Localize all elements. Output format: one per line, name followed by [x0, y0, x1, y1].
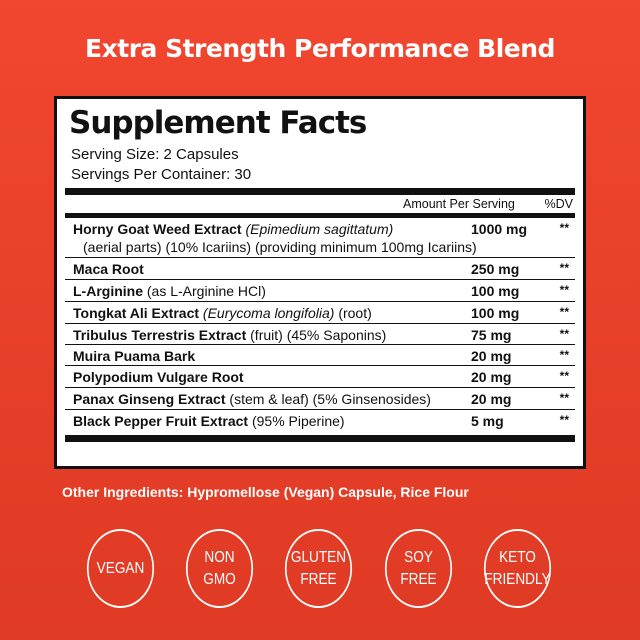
ingredient-row: Polypodium Vulgare Root 20 mg ** — [65, 366, 575, 388]
ingredient-name: Maca Root — [73, 261, 144, 277]
ingredient-row: Muira Puama Bark 20 mg ** — [65, 345, 575, 366]
divider-thick — [65, 435, 575, 442]
daily-value: ** — [559, 283, 569, 297]
ingredient-name: L-Arginine (as L-Arginine HCl) — [73, 283, 266, 299]
ingredient-row: Tongkat Ali Extract (Eurycoma longifolia… — [65, 302, 575, 324]
ingredient-name: Panax Ginseng Extract (stem & leaf) (5% … — [73, 391, 431, 407]
panel-heading: Supplement Facts — [69, 105, 367, 141]
amount-header: Amount Per Serving — [403, 197, 515, 211]
ingredient-row: Panax Ginseng Extract (stem & leaf) (5% … — [65, 388, 575, 410]
badge-keto-friendly: KETO FRIENDLY — [483, 529, 552, 608]
supplement-facts-panel: Supplement Facts Serving Size: 2 Capsule… — [54, 96, 586, 469]
ingredient-row: Horny Goat Weed Extract (Epimedium sagit… — [65, 218, 575, 258]
ingredient-name: Black Pepper Fruit Extract (95% Piperine… — [73, 413, 345, 429]
amount: 20 mg — [471, 348, 512, 364]
ingredient-name: Tongkat Ali Extract (Eurycoma longifolia… — [73, 305, 372, 321]
daily-value: ** — [559, 305, 569, 319]
ingredient-name: Polypodium Vulgare Root — [73, 369, 244, 385]
ingredient-name: Horny Goat Weed Extract (Epimedium sagit… — [73, 221, 394, 237]
daily-value: ** — [559, 261, 569, 275]
daily-value: ** — [559, 391, 569, 405]
other-ingredients: Other Ingredients: Hypromellose (Vegan) … — [62, 484, 469, 500]
badge-vegan: VEGAN — [86, 529, 155, 608]
page-title: Extra Strength Performance Blend — [85, 34, 555, 63]
badge-gluten-free: GLUTEN FREE — [284, 529, 353, 608]
ingredient-name: Muira Puama Bark — [73, 348, 196, 364]
amount: 5 mg — [471, 413, 504, 429]
serving-size: Serving Size: 2 Capsules — [71, 146, 239, 163]
amount: 100 mg — [471, 305, 520, 321]
daily-value: ** — [559, 221, 569, 235]
ingredient-row: L-Arginine (as L-Arginine HCl) 100 mg ** — [65, 280, 575, 302]
amount: 20 mg — [471, 369, 512, 385]
amount: 75 mg — [471, 327, 512, 343]
badge-soy-free: SOY FREE — [384, 529, 453, 608]
amount: 100 mg — [471, 283, 520, 299]
ingredient-row: Maca Root 250 mg ** — [65, 258, 575, 280]
daily-value: ** — [559, 413, 569, 427]
daily-value: ** — [559, 327, 569, 341]
divider-thick — [65, 188, 575, 195]
ingredient-name: Tribulus Terrestris Extract (fruit) (45%… — [73, 327, 387, 343]
ingredient-row: Tribulus Terrestris Extract (fruit) (45%… — [65, 324, 575, 345]
servings-per-container: Servings Per Container: 30 — [71, 166, 252, 183]
amount: 1000 mg — [471, 221, 528, 237]
dv-header: %DV — [544, 197, 573, 211]
divider-thick — [65, 213, 575, 218]
amount: 20 mg — [471, 391, 512, 407]
badge-non-gmo: NON GMO — [185, 529, 254, 608]
ingredient-detail: (aerial parts) (10% Icariins) (providing… — [83, 239, 477, 255]
daily-value: ** — [559, 348, 569, 362]
daily-value: ** — [559, 369, 569, 383]
ingredient-row: Black Pepper Fruit Extract (95% Piperine… — [65, 410, 575, 432]
amount: 250 mg — [471, 261, 520, 277]
